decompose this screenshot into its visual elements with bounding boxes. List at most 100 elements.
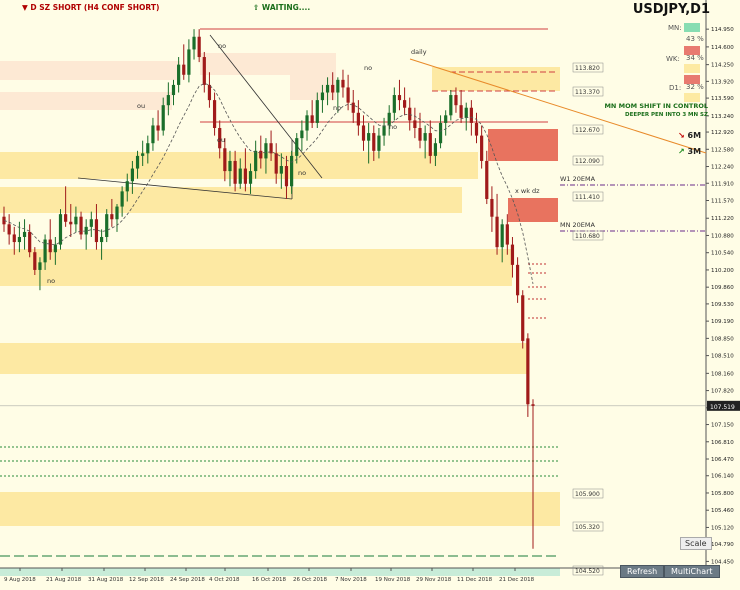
candle-body-71 xyxy=(367,133,371,141)
candle-body-62 xyxy=(320,92,325,101)
candle-body-60 xyxy=(310,115,314,123)
candle-body-57 xyxy=(295,138,299,156)
d1-swatch-bottom xyxy=(684,93,700,102)
zone-2 xyxy=(200,53,336,75)
level-box-0 xyxy=(572,62,604,73)
orange-trendline xyxy=(409,58,707,154)
candle-body-56 xyxy=(290,155,294,187)
scale-button[interactable]: Scale xyxy=(680,537,712,550)
x-tick-label-9: 19 Nov 2018 xyxy=(375,577,411,583)
x-tick-label-8: 7 Nov 2018 xyxy=(335,577,367,583)
candle-body-28 xyxy=(146,143,150,154)
x-tick-label-11: 11 Dec 2018 xyxy=(457,577,493,583)
wk-swatch-bottom xyxy=(684,64,700,73)
y-tick-label-24: 106.810 xyxy=(711,440,734,446)
candle-body-46 xyxy=(238,168,242,184)
candle-body-100 xyxy=(515,264,520,296)
d1-swatch-top xyxy=(684,75,700,84)
candle-body-95 xyxy=(490,198,494,217)
candle-body-89 xyxy=(459,105,463,118)
x-tick-label-12: 21 Dec 2018 xyxy=(499,577,535,583)
ann-daily: daily xyxy=(411,48,427,56)
y-tick-label-19: 108.510 xyxy=(711,354,734,360)
candle-body-50 xyxy=(259,150,263,159)
y-tick-label-15: 109.860 xyxy=(711,285,734,291)
candle-body-72 xyxy=(372,133,376,151)
y-tick-label-27: 105.800 xyxy=(711,491,734,497)
candle-body-2 xyxy=(12,234,16,243)
candle-body-5 xyxy=(28,231,32,253)
trendline-a xyxy=(209,34,323,179)
wk-label: WK: xyxy=(666,55,680,63)
candle-body-6 xyxy=(33,252,37,270)
ann-no-6: no xyxy=(47,277,55,285)
candle-body-39 xyxy=(202,57,206,85)
zone-11 xyxy=(508,198,558,222)
y-tick-label-2: 114.250 xyxy=(711,63,734,69)
level-box-5 xyxy=(572,230,604,241)
y-tick-label-11: 111.220 xyxy=(711,216,734,222)
candle-body-51 xyxy=(264,143,268,159)
ema-line xyxy=(3,82,534,284)
y-tick-label-12: 110.880 xyxy=(711,233,734,239)
multichart-button[interactable]: MultiChart xyxy=(664,565,720,578)
candle-body-21 xyxy=(110,214,114,220)
arrow-6m: ↘ 6M xyxy=(678,131,702,140)
candle-body-77 xyxy=(397,95,402,101)
level-label-6: 105.900 xyxy=(575,491,600,498)
candle-body-82 xyxy=(423,133,427,141)
candle-body-67 xyxy=(346,87,350,103)
y-tick-label-3: 113.920 xyxy=(711,79,734,85)
y-tick-label-25: 106.470 xyxy=(711,457,734,463)
y-tick-label-1: 114.600 xyxy=(711,45,734,51)
mn-pct: 43 % xyxy=(686,35,704,43)
candle-body-18 xyxy=(94,219,99,243)
candle-body-38 xyxy=(197,36,201,58)
candle-body-75 xyxy=(387,112,391,126)
candle-body-11 xyxy=(58,214,63,245)
candle-body-16 xyxy=(84,226,88,235)
candle-body-40 xyxy=(207,84,212,101)
mn-label: MN: xyxy=(668,24,682,32)
zone-7 xyxy=(0,343,528,374)
zone-9 xyxy=(432,67,560,91)
ann-no-5: no xyxy=(298,169,306,177)
candle-body-31 xyxy=(161,105,165,131)
x-tick-label-3: 12 Sep 2018 xyxy=(129,577,164,583)
candle-body-85 xyxy=(438,122,443,144)
zone-6 xyxy=(0,249,512,286)
candle-body-32 xyxy=(166,95,170,106)
y-tick-label-29: 105.120 xyxy=(711,525,734,531)
zone-8 xyxy=(0,492,560,526)
candle-body-8 xyxy=(43,239,47,263)
mom-shift-text: MN MOM SHIFT IN CONTROL xyxy=(604,102,708,110)
candle-body-35 xyxy=(182,64,186,75)
y-tick-label-31: 104.450 xyxy=(711,559,734,565)
level-box-2 xyxy=(572,124,604,135)
refresh-button[interactable]: Refresh xyxy=(620,565,665,578)
x-tick-label-4: 24 Sep 2018 xyxy=(170,577,205,583)
y-tick-label-28: 105.460 xyxy=(711,508,734,514)
y-tick-label-21: 107.820 xyxy=(711,389,734,395)
candle-body-15 xyxy=(79,216,83,235)
wk-pct: 34 % xyxy=(686,54,704,62)
candle-body-33 xyxy=(171,84,176,96)
y-tick-label-14: 110.200 xyxy=(711,268,734,274)
current-price-box xyxy=(707,400,740,411)
candle-body-45 xyxy=(233,160,237,184)
candle-body-93 xyxy=(480,135,484,161)
candle-body-103 xyxy=(531,404,535,406)
candle-body-92 xyxy=(474,122,479,136)
up-arrow-icon: ↗ xyxy=(678,147,685,156)
candle-body-22 xyxy=(115,206,119,220)
mn-swatch xyxy=(684,23,700,32)
level-label-4: 111.410 xyxy=(575,194,600,201)
candle-body-84 xyxy=(433,143,438,156)
candle-body-29 xyxy=(151,125,155,144)
candle-body-94 xyxy=(485,160,489,199)
candle-body-9 xyxy=(48,239,52,253)
d-sz-short-label: ▼ D SZ SHORT (H4 CONF SHORT) xyxy=(22,3,160,12)
candle-body-69 xyxy=(356,112,360,126)
candle-body-73 xyxy=(377,135,381,151)
